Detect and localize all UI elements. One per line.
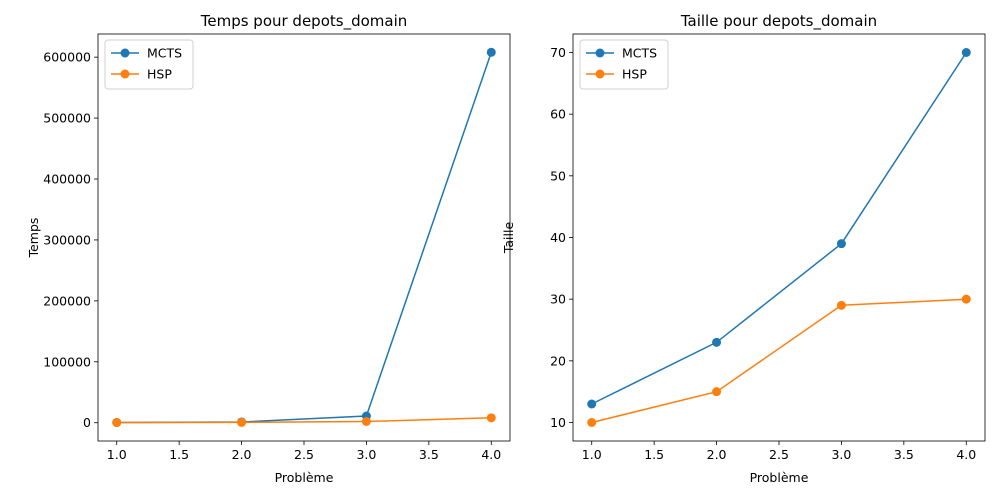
data-point-hsp [961,294,971,304]
x-tick-label: 1.5 [644,447,664,462]
y-tick-label: 600000 [43,50,91,65]
legend-label-hsp: HSP [147,67,172,82]
x-tick-label: 1.0 [107,447,127,462]
x-tick-label: 3.0 [356,447,376,462]
chart-title: Temps pour depots_domain [200,12,408,31]
y-tick-label: 50 [550,168,566,183]
data-point-hsp [587,418,597,427]
legend-label-hsp: HSP [622,67,647,82]
x-tick-label: 2.5 [294,447,314,462]
series-line-hsp [591,298,967,424]
x-axis-label: Problème [750,470,809,485]
series-line-hsp [116,417,492,424]
x-tick-label: 2.0 [232,447,252,462]
legend-marker-hsp [595,69,605,79]
y-tick-label: 400000 [43,172,91,187]
data-point-mcts [961,48,971,57]
plot-frame [97,33,511,442]
x-tick-label: 2.0 [707,447,727,462]
x-tick-label: 1.0 [582,447,602,462]
data-point-hsp [361,417,371,427]
plot-frame [572,33,986,442]
data-point-mcts [836,239,846,249]
y-axis-label: Temps [26,218,41,259]
data-point-mcts [587,399,597,409]
y-tick-label: 60 [550,107,566,122]
y-tick-label: 500000 [43,111,91,126]
legend-marker-hsp [120,69,130,79]
legend-marker-mcts [595,48,605,58]
x-tick-label: 3.5 [894,447,914,462]
series-line-mcts [591,52,967,405]
chart-title: Taille pour depots_domain [680,12,877,31]
x-tick-label: 2.5 [769,447,789,462]
chart-panel-1: 1.0 1.5 2.0 2.5 3.0 3.5 4.0 0 100000 200000 300000… [26,12,511,485]
data-point-hsp [112,418,122,428]
legend-marker-mcts [120,48,130,58]
x-tick-label: 3.5 [419,447,439,462]
legend-label-mcts: MCTS [147,46,182,61]
y-axis-label: Taille [501,222,516,255]
chart-panel-2: 1.0 1.5 2.0 2.5 3.0 3.5 4.0 10 20 30 40 50 60 70 Taill… [501,12,986,485]
data-point-mcts [712,337,722,347]
y-tick-label: 0 [83,415,91,430]
y-tick-label: 200000 [43,293,91,308]
y-tick-label: 100000 [43,354,91,369]
x-axis-label: Problème [275,470,334,485]
y-tick-label: 300000 [43,232,91,247]
data-point-hsp [712,387,722,397]
y-tick-label: 40 [550,230,566,245]
data-point-mcts [486,47,496,57]
data-point-hsp [486,413,496,423]
x-tick-label: 1.5 [169,447,189,462]
x-tick-label: 4.0 [956,447,976,462]
x-tick-label: 4.0 [481,447,501,462]
y-tick-label: 30 [550,292,566,307]
y-tick-label: 10 [550,415,566,430]
series-line-mcts [116,52,493,424]
x-tick-label: 3.0 [831,447,851,462]
legend-label-mcts: MCTS [622,46,657,61]
y-tick-label: 20 [550,353,566,368]
data-point-hsp [836,300,846,310]
data-point-hsp [237,417,247,427]
y-tick-label: 70 [550,45,566,60]
